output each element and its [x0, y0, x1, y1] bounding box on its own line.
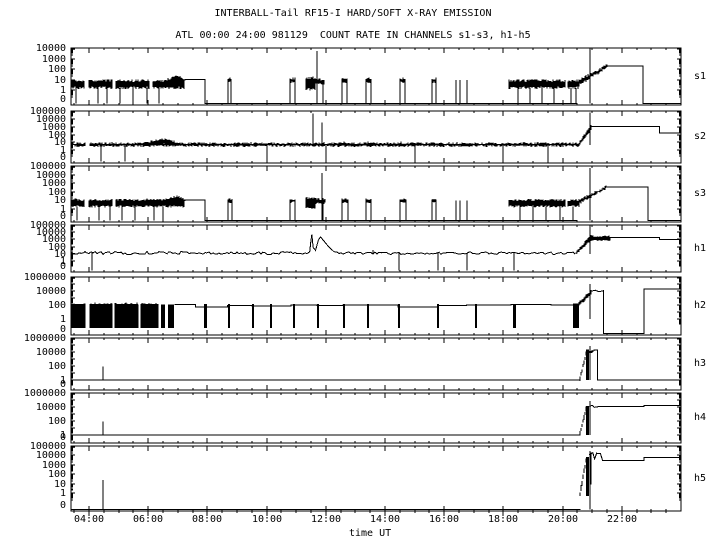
- x-tick-label: 16:00: [428, 514, 460, 525]
- y-tick-label: 100: [47, 469, 66, 480]
- y-tick-label: 10000: [35, 347, 66, 358]
- y-tick-label: 1000: [41, 122, 66, 133]
- y-tick-label: 0: [59, 324, 66, 335]
- y-tick-label: 0: [59, 432, 66, 443]
- y-tick-label: 0: [59, 211, 66, 222]
- y-tick-label: 0: [59, 152, 66, 163]
- y-tick-label: 10000: [35, 114, 66, 125]
- x-tick-label: 04:00: [73, 514, 105, 525]
- y-tick-label: 1: [59, 430, 66, 441]
- y-tick-label: 100000: [29, 106, 66, 117]
- y-tick-label: 1000000: [23, 388, 66, 399]
- y-tick-label: 10000: [35, 450, 66, 461]
- y-tick-label: 1000: [41, 54, 66, 65]
- y-tick-label: 100000: [29, 220, 66, 231]
- y-tick-label: 10: [53, 75, 66, 86]
- y-tick-label: 10000: [35, 227, 66, 238]
- y-tick-label: 0: [59, 94, 66, 105]
- y-tick-label: 100: [47, 187, 66, 198]
- x-tick-label: 06:00: [132, 514, 164, 525]
- y-tick-label: 1000: [41, 234, 66, 245]
- x-tick-label: 22:00: [606, 514, 638, 525]
- y-tick-label: 0: [59, 261, 66, 272]
- y-tick-label: 1000000: [23, 333, 66, 344]
- y-tick-label: 1000: [41, 178, 66, 189]
- x-tick-label: 10:00: [251, 514, 283, 525]
- y-tick-label: 10000: [35, 170, 66, 181]
- y-tick-label: 10: [53, 479, 66, 490]
- x-tick-label: 08:00: [191, 514, 223, 525]
- channel-label-h1: h1: [694, 243, 707, 254]
- x-tick-label: 20:00: [547, 514, 579, 525]
- y-tick-label: 100: [47, 361, 66, 372]
- chart-title: INTERBALL-Tail RF15-I HARD/SOFT X-RAY EM…: [214, 8, 492, 19]
- y-tick-label: 100: [47, 242, 66, 253]
- y-tick-label: 1: [59, 488, 66, 499]
- y-tick-label: 100: [47, 130, 66, 141]
- y-tick-label: 0: [59, 500, 66, 511]
- x-tick-label: 18:00: [487, 514, 519, 525]
- x-axis-title: time UT: [349, 528, 392, 539]
- y-tick-label: 10: [53, 137, 66, 148]
- y-tick-label: 1000: [41, 460, 66, 471]
- data-strokes: [70, 47, 682, 516]
- channel-label-h3: h3: [694, 358, 707, 369]
- y-tick-label: 1: [59, 85, 66, 96]
- y-tick-label: 1: [59, 314, 66, 325]
- channel-label-h5: h5: [694, 473, 707, 484]
- y-tick-label: 100: [47, 300, 66, 311]
- x-tick-label: 14:00: [369, 514, 401, 525]
- y-tick-label: 1: [59, 256, 66, 267]
- y-tick-label: 10: [53, 195, 66, 206]
- y-tick-label: 100000: [29, 441, 66, 452]
- y-tick-label: 1: [59, 204, 66, 215]
- channel-label-h4: h4: [694, 412, 707, 423]
- y-tick-label: 10: [53, 249, 66, 260]
- chart-subtitle: ATL 00:00 24:00 981129 COUNT RATE IN CHA…: [175, 30, 531, 41]
- y-tick-label: 10000: [35, 286, 66, 297]
- channel-label-h2: h2: [694, 300, 707, 311]
- y-tick-label: 10000: [35, 402, 66, 413]
- y-tick-label: 100: [47, 64, 66, 75]
- channel-label-s3: s3: [694, 188, 707, 199]
- x-tick-label: 12:00: [310, 514, 342, 525]
- channel-label-s1: s1: [694, 71, 707, 82]
- y-tick-label: 0: [59, 379, 66, 390]
- y-tick-label: 1: [59, 145, 66, 156]
- data-fills: [71, 303, 589, 496]
- y-tick-label: 10000: [35, 43, 66, 54]
- y-tick-label: 1: [59, 375, 66, 386]
- y-tick-label: 100000: [29, 161, 66, 172]
- channel-label-s2: s2: [694, 131, 707, 142]
- y-tick-label: 100: [47, 416, 66, 427]
- y-tick-label: 1000000: [23, 272, 66, 283]
